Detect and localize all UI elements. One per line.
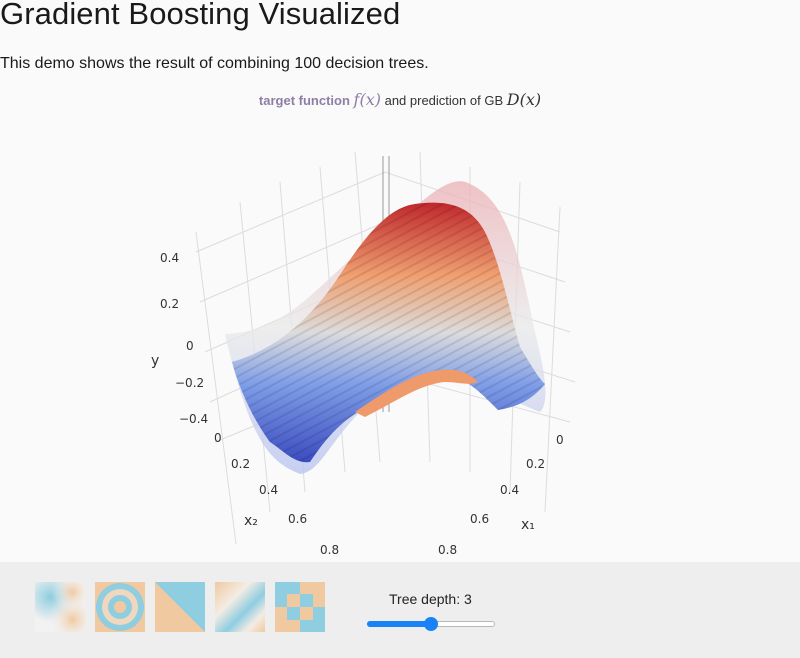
dataset-thumbnail-5[interactable] (275, 582, 325, 632)
x1-tick: 0.8 (438, 543, 457, 557)
x2-tick: 0.6 (288, 512, 307, 526)
x2-tick: 0.4 (259, 483, 278, 497)
x1-tick: 0.6 (470, 512, 489, 526)
dataset-thumbnail-3[interactable] (155, 582, 205, 632)
surface-plot-3d[interactable]: 0.4 0.2 0 −0.2 −0.4 y 0 0.2 0.4 0.6 0.8 … (0, 112, 800, 562)
dataset-thumbnail-1[interactable] (35, 582, 85, 632)
front-ridge (355, 369, 478, 417)
y-axis: 0.4 0.2 0 −0.2 −0.4 y (151, 251, 208, 426)
x1-tick: 0.2 (526, 457, 545, 471)
concentric-rings-icon (95, 582, 145, 632)
plot-title-pred-math: D(x) (506, 90, 542, 109)
page-description: This demo shows the result of combining … (0, 55, 429, 72)
tree-depth-label: Tree depth: 3 (389, 591, 472, 607)
page-title: Gradient Boosting Visualized (0, 0, 401, 31)
y-tick: −0.4 (179, 412, 208, 426)
x2-axis: 0 0.2 0.4 0.6 0.8 x₂ (214, 431, 339, 557)
y-axis-title: y (151, 353, 159, 369)
step-texture (232, 202, 545, 463)
y-tick: 0.2 (160, 297, 179, 311)
x1-axis-title: x₁ (521, 517, 535, 533)
y-tick: 0.4 (160, 251, 179, 265)
x2-tick: 0.2 (231, 457, 250, 471)
plot-title-middle: and prediction of GB (384, 93, 504, 108)
plot-title: target function f(x) and prediction of G… (0, 90, 800, 109)
x1-axis: 0 0.2 0.4 0.6 0.8 x₁ (438, 433, 564, 557)
diagonal-split-icon (155, 582, 205, 632)
x2-tick: 0.8 (320, 543, 339, 557)
x2-axis-title: x₂ (244, 513, 258, 529)
dataset-thumbnail-2[interactable] (95, 582, 145, 632)
plot-title-target-math: f(x) (353, 90, 381, 109)
tree-depth-slider[interactable] (367, 615, 495, 631)
slider-fill (367, 621, 431, 627)
plot-title-target: target function (258, 93, 350, 108)
x1-tick: 0 (556, 433, 564, 447)
controls-panel: Tree depth: 3 (0, 562, 800, 658)
diagonal-gradient-icon (215, 582, 265, 632)
dataset-thumbnail-4[interactable] (215, 582, 265, 632)
x2-tick: 0 (214, 431, 222, 445)
y-tick: −0.2 (175, 376, 204, 390)
slider-thumb[interactable] (424, 617, 438, 631)
checkerboard-icon (275, 582, 325, 632)
x1-tick: 0.4 (500, 483, 519, 497)
gradient-blobs-icon (35, 582, 85, 632)
y-tick: 0 (186, 339, 194, 353)
